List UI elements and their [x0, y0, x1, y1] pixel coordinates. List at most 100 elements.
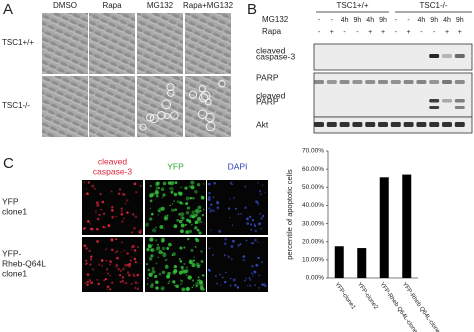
- speckle: [178, 212, 181, 215]
- speckle: [197, 276, 200, 279]
- speckle: [134, 261, 137, 264]
- speckle: [253, 284, 256, 287]
- speckle: [167, 282, 170, 285]
- speckle: [161, 251, 164, 254]
- band: [390, 122, 401, 127]
- speckle: [184, 223, 187, 226]
- speckle: [148, 272, 153, 277]
- speckle: [180, 223, 185, 228]
- column-label: MG132: [147, 1, 174, 10]
- speckle: [117, 267, 120, 271]
- speckle: [154, 189, 159, 194]
- y-tick-label: 50.00%: [302, 184, 324, 191]
- speckle: [197, 279, 200, 282]
- speckle: [157, 256, 159, 258]
- speckle: [120, 210, 123, 213]
- speckle: [194, 220, 199, 225]
- speckle: [161, 287, 164, 290]
- speckle: [221, 276, 224, 279]
- speckle: [109, 263, 111, 266]
- speckle: [210, 229, 212, 231]
- speckle: [147, 244, 152, 249]
- speckle: [124, 263, 128, 267]
- blot-label: cleaved: [256, 45, 286, 55]
- speckle: [212, 209, 216, 213]
- lane-label: -: [343, 29, 346, 36]
- bar: [402, 174, 412, 278]
- speckle: [250, 228, 252, 231]
- speckle: [255, 200, 258, 204]
- column-label: YFP: [167, 161, 184, 171]
- speckle: [86, 283, 89, 287]
- band: [390, 80, 401, 84]
- lane-label: 9h: [354, 17, 362, 24]
- band: [403, 122, 414, 127]
- speckle: [180, 280, 184, 283]
- speckle: [130, 283, 133, 285]
- speckle: [95, 210, 97, 212]
- speckle: [120, 280, 123, 283]
- speckle: [245, 239, 248, 242]
- row-label: clone1: [2, 268, 27, 278]
- speckle: [232, 278, 236, 282]
- speckle: [96, 279, 99, 281]
- speckle: [90, 255, 93, 258]
- speckle: [115, 238, 118, 241]
- speckle: [213, 181, 217, 185]
- lane-label: +: [407, 29, 411, 36]
- speckle: [147, 277, 149, 279]
- speckle: [121, 276, 125, 279]
- speckle: [155, 194, 159, 198]
- speckle: [186, 266, 188, 269]
- speckle: [234, 207, 238, 210]
- speckle: [90, 227, 94, 231]
- speckle: [191, 279, 195, 282]
- speckle: [86, 273, 90, 276]
- band: [429, 106, 440, 109]
- speckle: [155, 286, 159, 290]
- speckle: [118, 274, 122, 277]
- speckle: [130, 248, 133, 251]
- lane-label: -: [318, 29, 321, 36]
- column-label: Rapa: [102, 1, 122, 10]
- speckle: [103, 279, 106, 282]
- speckle: [185, 202, 189, 205]
- speckle: [200, 250, 203, 253]
- x-tick-label: YFP-clone2: [356, 282, 379, 312]
- speckle: [259, 212, 261, 215]
- y-tick-label: 10.00%: [302, 257, 324, 264]
- speckle: [224, 237, 227, 241]
- speckle: [85, 188, 87, 190]
- lane-label: -: [433, 29, 436, 36]
- speckle: [196, 264, 201, 269]
- speckle: [262, 214, 265, 218]
- lane-label: -: [407, 17, 410, 24]
- rounded-cell: [146, 113, 155, 122]
- speckle: [91, 268, 95, 271]
- speckle: [243, 279, 246, 282]
- speckle: [258, 274, 261, 277]
- row-label: TSC1-/-: [2, 101, 30, 110]
- lane-label: 4h: [341, 17, 349, 24]
- speckle: [260, 261, 264, 264]
- speckle: [258, 222, 261, 226]
- speckle: [137, 282, 140, 284]
- speckle: [116, 256, 119, 260]
- panel-label: A: [3, 1, 13, 18]
- speckle: [162, 252, 167, 258]
- speckle: [139, 184, 142, 187]
- speckle: [106, 286, 109, 288]
- speckle: [86, 192, 89, 196]
- speckle: [95, 201, 99, 205]
- speckle: [208, 192, 211, 195]
- speckle: [120, 241, 123, 244]
- row-label: YFP: [2, 196, 19, 206]
- speckle: [199, 285, 204, 290]
- y-tick-label: 70.00%: [302, 148, 324, 155]
- speckle: [148, 257, 153, 261]
- speckle: [185, 196, 190, 201]
- speckle: [176, 200, 180, 204]
- speckle: [135, 190, 138, 194]
- speckle: [124, 202, 127, 205]
